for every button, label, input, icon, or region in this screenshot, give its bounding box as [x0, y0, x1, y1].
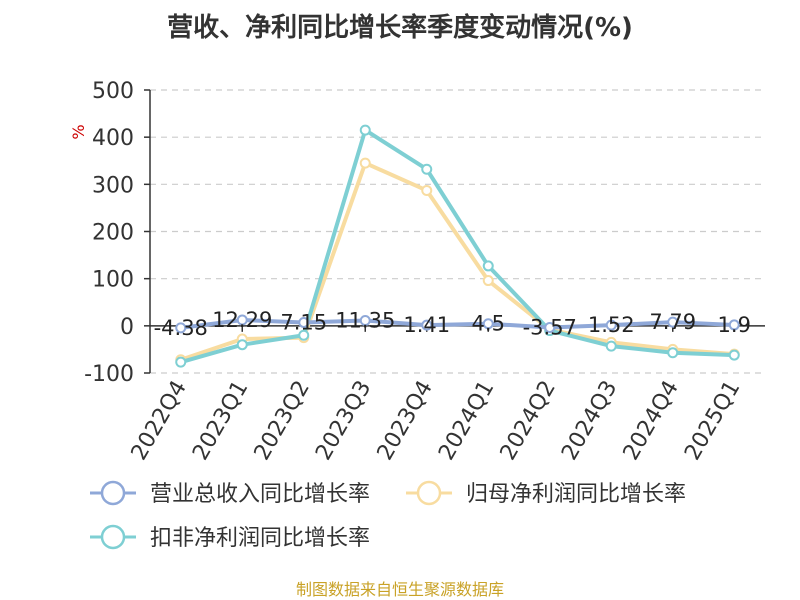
x-tick-label: 2024Q1 [434, 377, 499, 465]
legend-swatch-marker [100, 524, 126, 550]
data-label: 4.5 [472, 312, 505, 336]
x-tick-label: 2024Q3 [557, 377, 622, 465]
y-tick-label: 300 [92, 173, 134, 198]
data-point [359, 157, 371, 169]
data-point [544, 322, 556, 334]
data-point [298, 329, 310, 341]
y-tick-label: 100 [92, 268, 134, 293]
x-tick-label: 2023Q4 [373, 377, 438, 465]
series-line [178, 128, 737, 365]
data-point [482, 275, 494, 287]
data-point [482, 260, 494, 272]
x-tick-label: 2023Q1 [188, 377, 253, 465]
y-tick-labels: -100 0 100 200 300 400 500 [84, 79, 134, 387]
x-tick-label: 2023Q2 [250, 377, 315, 465]
data-point [175, 322, 187, 334]
chart-title: 营收、净利同比增长率季度变动情况(%) [167, 12, 633, 43]
x-tick-label: 2024Q4 [619, 377, 684, 465]
data-point [667, 316, 679, 328]
data-point [667, 347, 679, 359]
x-tick-label: 2024Q2 [496, 377, 561, 465]
legend-label: 归母净利润同比增长率 [466, 482, 686, 507]
x-tick-label: 2022Q4 [127, 377, 192, 465]
y-tick-label: -100 [84, 362, 134, 387]
data-point [359, 314, 371, 326]
data-point [421, 163, 433, 175]
x-tick-label: 2023Q3 [311, 377, 376, 465]
data-point [421, 184, 433, 196]
data-point [421, 319, 433, 331]
y-axis-unit: % [69, 124, 88, 139]
data-label: 1.41 [403, 313, 450, 337]
y-tick-label: 500 [92, 79, 134, 104]
data-label: 12.29 [212, 308, 272, 332]
data-point [236, 339, 248, 351]
data-point [236, 314, 248, 326]
data-point [605, 340, 617, 352]
source-note: 制图数据来自恒生聚源数据库 [296, 580, 504, 599]
data-label: 11.35 [335, 308, 395, 332]
y-tick-label: 0 [120, 315, 134, 340]
data-label: -4.38 [154, 316, 208, 340]
y-tick-label: 200 [92, 221, 134, 246]
data-label: 1.9 [718, 313, 751, 337]
data-label: -3.57 [523, 316, 577, 340]
data-label: 7.15 [280, 310, 327, 334]
legend-swatch-marker [100, 480, 126, 506]
series-line [178, 318, 737, 330]
series-group [175, 124, 740, 368]
data-point [605, 319, 617, 331]
y-tick-label: 400 [92, 126, 134, 151]
data-point [298, 316, 310, 328]
x-tick-label: 2025Q1 [680, 377, 745, 465]
x-tick-labels: 2022Q42023Q12023Q22023Q32023Q42024Q12024… [127, 377, 746, 465]
legend-label: 营业总收入同比增长率 [150, 482, 370, 507]
legend-label: 扣非净利润同比增长率 [150, 526, 370, 551]
data-label: 1.52 [588, 313, 635, 337]
data-labels: -4.38 12.29 7.15 11.35 1.41 4.5 -3.57 1.52 7.79 1… [154, 308, 751, 340]
data-point [359, 124, 371, 136]
data-point [482, 318, 494, 330]
legend-swatch-marker [416, 480, 442, 506]
data-point [175, 356, 187, 368]
data-label: 7.79 [649, 310, 696, 334]
data-point [728, 319, 740, 331]
data-point [728, 349, 740, 361]
